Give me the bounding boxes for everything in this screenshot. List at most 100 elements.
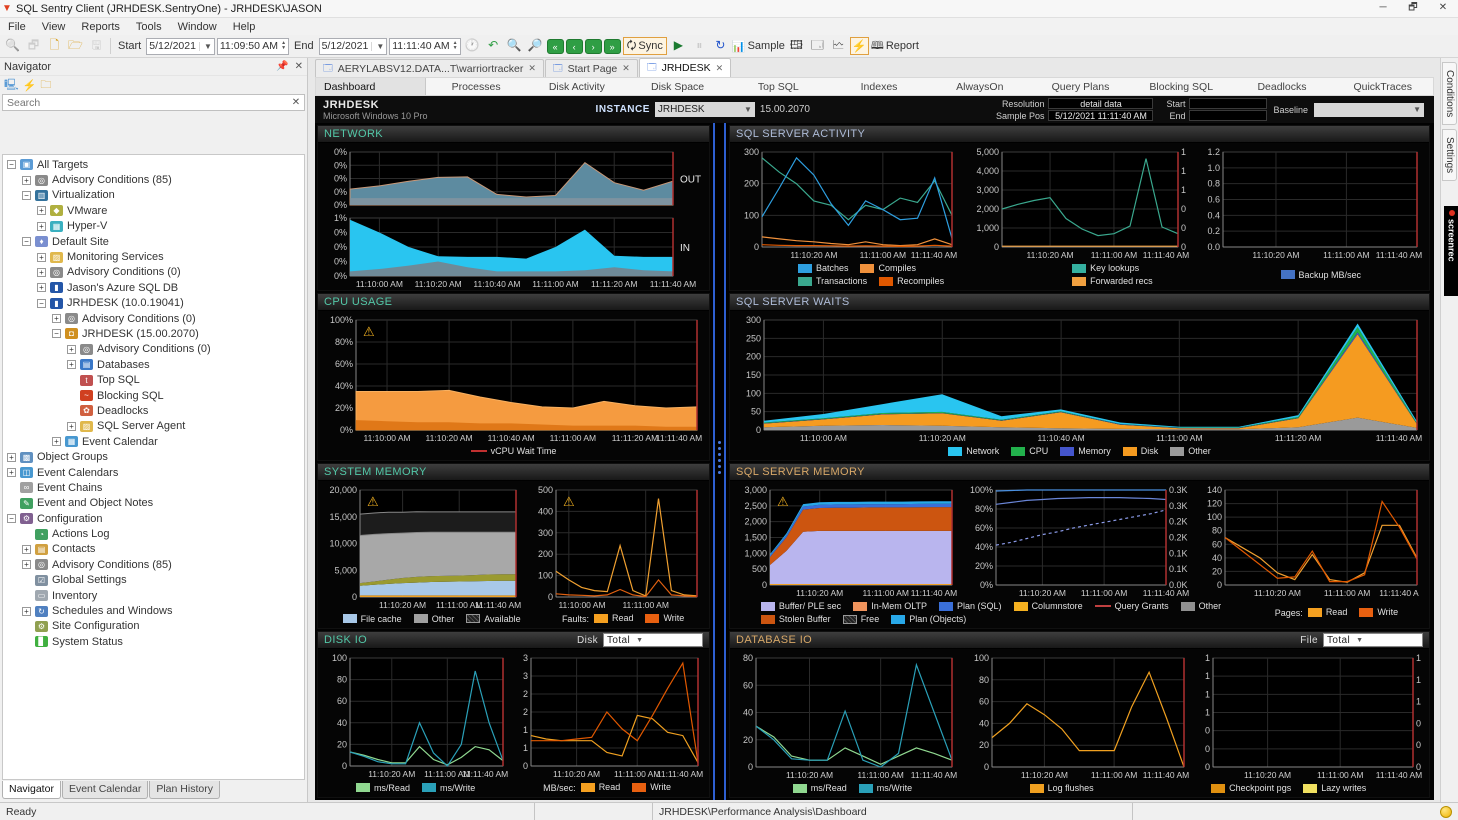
find-icon[interactable]: 🔍	[5, 38, 20, 52]
instance-select[interactable]: JRHDESK ▼	[654, 102, 755, 117]
tree-item-advisory[interactable]: + ◎ Advisory Conditions (0)	[3, 311, 304, 326]
tree-item-calendars[interactable]: + ◫ Event Calendars	[3, 465, 304, 480]
sync-toggle[interactable]: 🗘 Sync	[622, 37, 667, 55]
expander-closed-icon[interactable]: +	[37, 221, 46, 231]
tree-item-notes[interactable]: ✎ Event and Object Notes	[3, 496, 304, 511]
jump-last-icon[interactable]: »	[603, 38, 621, 54]
tab-dashboard[interactable]: Dashboard	[316, 78, 426, 95]
baseline-select[interactable]: ▼	[1314, 102, 1424, 117]
tree-item-advisory[interactable]: + ◎ Advisory Conditions (85)	[3, 557, 304, 572]
tree-item-deadlocks[interactable]: ✿ Deadlocks	[3, 403, 304, 418]
tree-item-calendar[interactable]: + ▦ Event Calendar	[3, 434, 304, 449]
expander-closed-icon[interactable]: +	[7, 452, 16, 462]
tab-blocking-sql[interactable]: Blocking SQL	[1149, 80, 1214, 93]
play-icon[interactable]: ▶	[673, 38, 683, 52]
bottom-tab-navigator[interactable]: Navigator	[2, 781, 61, 799]
doc-tab[interactable]: 🗔 JRHDESK ✕	[638, 58, 732, 77]
expander-closed-icon[interactable]: +	[22, 560, 31, 570]
tree-item-folder[interactable]: + ▨ Monitoring Services	[3, 249, 304, 264]
menu-help[interactable]: Help	[232, 20, 256, 33]
tree-item-top-sql[interactable]: t Top SQL	[3, 372, 304, 387]
expander-open-icon[interactable]: −	[52, 329, 61, 339]
pause-icon[interactable]: ⏸	[696, 38, 703, 52]
tree-item-site-config[interactable]: ⚙ Site Configuration	[3, 619, 304, 634]
expander-closed-icon[interactable]: +	[37, 252, 46, 262]
tree-item-contacts[interactable]: + ▤ Contacts	[3, 542, 304, 557]
screenshot-icon[interactable]: 🖽	[789, 38, 803, 52]
tree-item-server[interactable]: + ▮ Jason's Azure SQL DB	[3, 280, 304, 295]
menu-view[interactable]: View	[41, 20, 66, 33]
menu-tools[interactable]: Tools	[135, 20, 162, 33]
end-time-input[interactable]: 11:11:40 AM ▲ ▼	[389, 37, 461, 55]
view-targets-icon[interactable]: 🖳	[4, 78, 19, 91]
clear-search-icon[interactable]: ✕	[291, 97, 301, 108]
start-time-input[interactable]: 11:09:50 AM ▲ ▼	[216, 37, 290, 55]
tree-item-object-groups[interactable]: + ▩ Object Groups	[3, 449, 304, 464]
menu-file[interactable]: File	[8, 20, 26, 33]
tree-item-schedules[interactable]: + ↻ Schedules and Windows	[3, 603, 304, 618]
end-value[interactable]	[1189, 110, 1268, 121]
layout-icon[interactable]: 🗔	[810, 38, 824, 52]
save-icon[interactable]: 🖫	[91, 38, 102, 52]
doc-tab[interactable]: 🗔 Start Page ✕	[544, 59, 638, 77]
disk-select[interactable]: Total ▼	[603, 633, 703, 647]
new-icon[interactable]: 🗋	[49, 38, 60, 52]
menu-window[interactable]: Window	[177, 20, 217, 33]
tree-item-inventory[interactable]: ▭ Inventory	[3, 588, 304, 603]
undo-zoom-icon[interactable]: ↶	[488, 38, 499, 52]
tab-indexes[interactable]: Indexes	[860, 80, 898, 93]
start-date-input[interactable]: 5/12/2021 ▼	[146, 37, 215, 55]
sample-button[interactable]: Sample	[747, 40, 785, 52]
start-value[interactable]	[1189, 98, 1268, 109]
expander-closed-icon[interactable]: +	[67, 421, 76, 431]
tree-item-actions-log[interactable]: ◔ Actions Log	[3, 526, 304, 541]
tree-item-vmware[interactable]: + ◆ VMware	[3, 203, 304, 218]
tree-item-system-status[interactable]: ▊ System Status	[3, 634, 304, 649]
expander-open-icon[interactable]: −	[22, 190, 31, 200]
tree-item-advisory[interactable]: + ◎ Advisory Conditions (0)	[3, 342, 304, 357]
tab-top-sql[interactable]: Top SQL	[757, 80, 799, 93]
tab-disk-space[interactable]: Disk Space	[651, 80, 705, 93]
step-forward-icon[interactable]: ›	[584, 38, 602, 54]
expander-closed-icon[interactable]: +	[7, 468, 16, 477]
minimize-icon[interactable]: ─	[1379, 2, 1387, 13]
tree-item-virtualization[interactable]: − ▥ Virtualization	[3, 188, 304, 203]
expander-closed-icon[interactable]: +	[52, 314, 61, 324]
expander-closed-icon[interactable]: +	[67, 344, 76, 354]
file-select[interactable]: Total ▼	[1323, 633, 1423, 647]
step-back-icon[interactable]: ‹	[565, 38, 583, 54]
spinner-icon[interactable]: ▲ ▼	[281, 40, 287, 51]
maximize-icon[interactable]: 🗗	[1408, 2, 1418, 13]
close-tab-icon[interactable]: ✕	[622, 63, 630, 73]
expander-open-icon[interactable]: −	[37, 298, 46, 308]
expander-closed-icon[interactable]: +	[22, 606, 31, 616]
jump-first-icon[interactable]: «	[546, 38, 564, 54]
doc-tab[interactable]: 🗔 AERYLABSV12.DATA...T\warriortracker ✕	[315, 59, 544, 77]
expander-closed-icon[interactable]: +	[37, 206, 46, 216]
tab-deadlocks[interactable]: Deadlocks	[1257, 80, 1307, 93]
tab-alwayson[interactable]: AlwaysOn	[956, 80, 1004, 93]
tree-item-folder[interactable]: + ▨ SQL Server Agent	[3, 419, 304, 434]
spinner-icon[interactable]: ▲ ▼	[452, 40, 458, 51]
end-date-input[interactable]: 5/12/2021 ▼	[318, 37, 388, 55]
dock-tab-settings[interactable]: Settings	[1442, 129, 1457, 182]
expander-closed-icon[interactable]: +	[22, 544, 31, 554]
tab-quicktraces[interactable]: QuickTraces	[1353, 80, 1412, 93]
expander-closed-icon[interactable]: +	[67, 360, 76, 370]
tree-item-configuration[interactable]: − ⚙ Configuration	[3, 511, 304, 526]
expander-closed-icon[interactable]: +	[37, 283, 46, 293]
navigator-close-icon[interactable]: ✕	[294, 61, 303, 72]
folders-icon[interactable]: 🗀	[40, 78, 52, 91]
dashboard-splitter[interactable]	[712, 123, 727, 800]
refresh-icon[interactable]: ↻	[715, 38, 726, 52]
tree-item-chains[interactable]: ∞ Event Chains	[3, 480, 304, 495]
tree-item-advisory[interactable]: + ◎ Advisory Conditions (85)	[3, 172, 304, 187]
recording-indicator-icon[interactable]	[1440, 806, 1452, 818]
report-button[interactable]: Report	[885, 40, 919, 52]
go-to-icon[interactable]: 🗗	[27, 38, 40, 52]
tree-item-databases[interactable]: + ▤ Databases	[3, 357, 304, 372]
tree-item-blocking-sql[interactable]: ~ Blocking SQL	[3, 388, 304, 403]
expander-closed-icon[interactable]: +	[22, 175, 31, 185]
expander-open-icon[interactable]: −	[22, 237, 31, 247]
close-icon[interactable]: ✕	[1438, 2, 1448, 13]
